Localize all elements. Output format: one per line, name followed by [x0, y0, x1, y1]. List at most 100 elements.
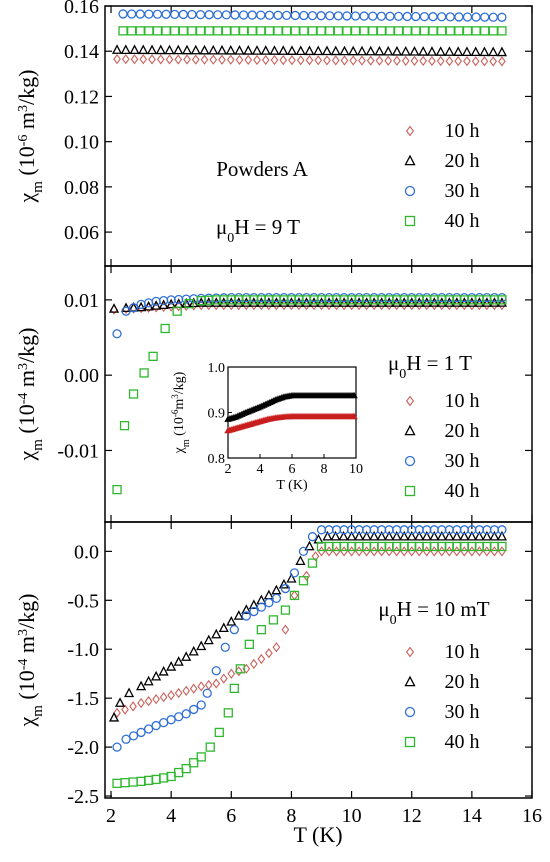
data-point — [152, 694, 160, 705]
data-point — [118, 26, 128, 36]
data-point — [238, 26, 249, 36]
data-point — [108, 303, 120, 313]
data-point — [214, 727, 224, 738]
data-point — [411, 26, 421, 36]
data-point — [248, 297, 259, 307]
data-point — [282, 10, 292, 21]
data-point — [407, 546, 416, 557]
y-tick-label: -1.0 — [67, 639, 99, 661]
data-point — [445, 546, 454, 557]
data-point — [401, 55, 410, 66]
data-point — [123, 687, 135, 698]
data-point — [136, 727, 146, 738]
legend-marker — [404, 215, 416, 227]
data-point — [181, 651, 192, 661]
data-point — [323, 55, 331, 66]
data-point — [121, 734, 131, 744]
data-point — [119, 420, 130, 431]
data-point — [452, 546, 461, 557]
legend-marker — [405, 125, 415, 137]
data-point — [130, 54, 139, 65]
data-point — [376, 297, 387, 307]
annotation-field: μ0H = 10 mT — [378, 597, 489, 628]
data-point — [444, 530, 455, 541]
data-point — [402, 11, 412, 22]
x-tick-label: 16 — [522, 805, 542, 827]
series-40h — [112, 295, 507, 495]
data-point — [406, 297, 417, 307]
data-point — [437, 12, 447, 22]
data-point — [296, 55, 305, 66]
data-point — [152, 9, 163, 19]
y-tick-label: 0.10 — [64, 132, 99, 154]
data-point — [268, 615, 279, 625]
data-point — [170, 9, 180, 20]
data-point — [229, 683, 239, 694]
data-point — [470, 46, 481, 57]
data-point — [139, 54, 148, 65]
data-point — [196, 752, 206, 762]
data-point — [302, 570, 311, 581]
data-point — [196, 700, 206, 710]
data-point — [120, 44, 131, 54]
y-tick-label: 0.16 — [64, 0, 99, 18]
data-point — [195, 26, 206, 36]
data-point — [316, 525, 327, 535]
data-point — [461, 46, 473, 56]
data-point — [399, 297, 410, 307]
inset-y-axis-label: χm (10-6m3/kg) — [170, 371, 192, 454]
data-point — [419, 11, 430, 22]
data-point — [330, 530, 341, 541]
legend-label: 30 h — [445, 180, 480, 202]
y-tick-label: -2.0 — [67, 737, 99, 759]
data-point — [166, 661, 177, 671]
data-point — [313, 45, 324, 56]
data-point — [260, 45, 271, 55]
data-point — [181, 709, 191, 719]
y-tick-label: -2.5 — [67, 786, 99, 808]
data-point — [368, 26, 378, 36]
data-point — [223, 708, 233, 718]
data-point — [208, 44, 219, 55]
data-point — [411, 11, 421, 22]
data-point — [288, 55, 296, 66]
data-point — [324, 525, 334, 535]
y-tick-label: 0.00 — [64, 365, 99, 387]
data-point — [139, 368, 149, 378]
data-point — [212, 678, 221, 689]
x-tick-label: 6 — [226, 805, 236, 827]
data-point — [304, 45, 315, 56]
inset-x-tick-label: 2 — [225, 462, 232, 477]
data-point — [481, 530, 492, 541]
data-point — [144, 695, 153, 707]
data-point — [307, 558, 318, 568]
legend-label: 30 h — [445, 701, 480, 723]
data-point — [138, 44, 149, 55]
inset-series-20h — [224, 391, 358, 422]
data-point — [299, 10, 309, 21]
data-point — [460, 546, 469, 557]
series-40h — [118, 26, 507, 36]
data-point — [445, 26, 455, 36]
data-point — [383, 45, 394, 56]
data-point — [330, 45, 341, 56]
inset-series-10h — [224, 412, 358, 434]
data-point — [374, 45, 385, 56]
data-point — [365, 45, 376, 56]
data-point — [497, 12, 507, 22]
data-point — [342, 26, 352, 36]
data-point — [256, 594, 267, 605]
data-point — [218, 622, 229, 633]
data-point — [418, 46, 429, 56]
data-point — [182, 685, 191, 696]
data-point — [253, 54, 261, 66]
data-point — [205, 742, 215, 752]
data-point — [170, 26, 180, 36]
data-point — [241, 611, 251, 621]
data-point — [204, 679, 213, 691]
data-point — [269, 45, 280, 55]
data-point — [391, 297, 402, 307]
data-point — [128, 731, 139, 741]
data-point — [143, 775, 154, 786]
inset-y-tick-label: 0.8 — [208, 452, 226, 467]
